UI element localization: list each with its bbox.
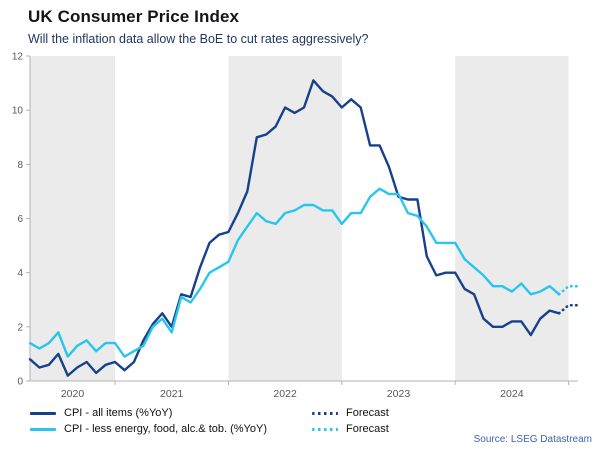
y-tick-label-10: 10	[12, 106, 24, 117]
legend: CPI - all items (%YoY) Forecast CPI - le…	[0, 405, 600, 437]
year-band-2020	[30, 56, 116, 381]
legend-item-forecast-core: Forecast	[312, 423, 389, 435]
year-band-2024	[455, 56, 569, 381]
chart-header: UK Consumer Price Index Will the inflati…	[0, 0, 600, 46]
legend-row-1: CPI - all items (%YoY) Forecast	[30, 405, 600, 421]
all-items-forecast-line	[557, 303, 580, 315]
x-tick-label-2021: 2021	[160, 388, 184, 400]
legend-label-all-items: CPI - all items (%YoY)	[64, 407, 173, 419]
source-note: Source: LSEG Datastream	[473, 434, 592, 445]
y-tick-label-8: 8	[17, 160, 23, 171]
x-tick-label-2022: 2022	[273, 388, 297, 400]
chart-subtitle: Will the inflation data allow the BoE to…	[28, 32, 369, 46]
x-tick-label-2023: 2023	[387, 388, 411, 400]
legend-row-2: CPI - less energy, food, alc.& tob. (%Yo…	[30, 421, 600, 437]
legend-item-forecast-all-items: Forecast	[312, 407, 389, 419]
core-forecast-line	[557, 284, 580, 296]
y-tick-label-4: 4	[17, 268, 23, 279]
y-tick-label-0: 0	[17, 377, 23, 388]
core-forecast-swatch	[312, 427, 338, 431]
core-line-swatch	[30, 427, 56, 431]
all-items-forecast-swatch	[312, 411, 338, 415]
legend-item-all-items: CPI - all items (%YoY)	[30, 407, 312, 419]
all-items-line	[28, 79, 561, 377]
chart-title: UK Consumer Price Index	[28, 7, 240, 26]
y-tick-label-2: 2	[17, 322, 23, 333]
legend-label-core: CPI - less energy, food, alc.& tob. (%Yo…	[64, 423, 267, 435]
legend-item-core: CPI - less energy, food, alc.& tob. (%Yo…	[30, 423, 312, 435]
y-tick-label-6: 6	[17, 214, 23, 225]
legend-label-forecast-all-items: Forecast	[346, 407, 389, 419]
x-tick-label-2024: 2024	[500, 388, 524, 400]
x-tick-label-2020: 2020	[61, 388, 85, 400]
year-band-2022	[228, 56, 342, 381]
core-line	[28, 187, 561, 358]
cpi-chart: 2020 2021 2022 2023 2024 0 2 4 6 8 10 12	[12, 52, 580, 400]
y-tick-label-12: 12	[12, 52, 24, 63]
all-items-line-swatch	[30, 411, 56, 415]
legend-label-forecast-core: Forecast	[346, 423, 389, 435]
